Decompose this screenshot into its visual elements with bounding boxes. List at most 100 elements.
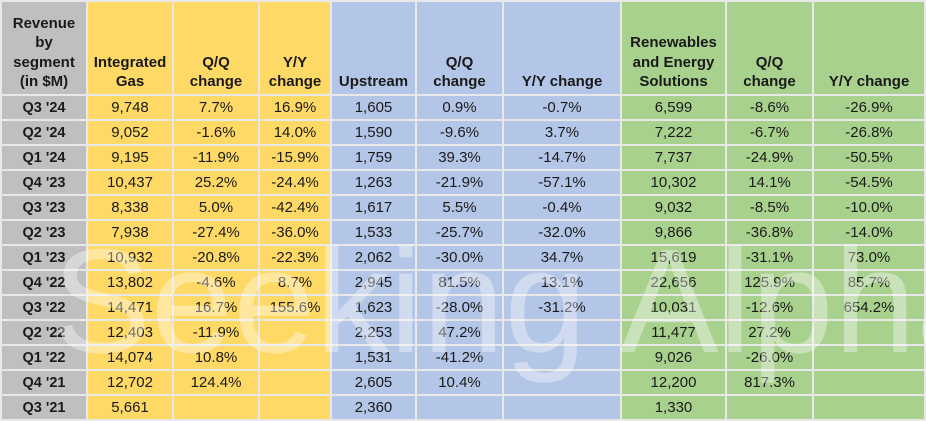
cell-upstream: 47.2% <box>417 321 502 344</box>
cell-upstream: -25.7% <box>417 221 502 244</box>
row-label: Q2 '23 <box>2 221 86 244</box>
cell-integrated-gas: 14,074 <box>88 346 172 369</box>
cell-upstream: 1,531 <box>332 346 415 369</box>
table-row: Q3 '23 8,338 5.0% -42.4% 1,617 5.5% -0.4% 9,032… <box>2 196 924 219</box>
cell-upstream: 1,590 <box>332 121 415 144</box>
cell-upstream: -0.4% <box>504 196 620 219</box>
col-header-renewables: Renewables and Energy Solutions <box>622 2 725 94</box>
cell-integrated-gas: 25.2% <box>174 171 258 194</box>
cell-upstream <box>417 396 502 419</box>
cell-renewables: 9,866 <box>622 221 725 244</box>
cell-upstream: 1,263 <box>332 171 415 194</box>
cell-integrated-gas: 14.0% <box>260 121 330 144</box>
cell-upstream: 34.7% <box>504 246 620 269</box>
cell-renewables: -36.8% <box>727 221 812 244</box>
cell-renewables: 27.2% <box>727 321 812 344</box>
table-row: Q2 '24 9,052 -1.6% 14.0% 1,590 -9.6% 3.7% 7,222… <box>2 121 924 144</box>
cell-integrated-gas: 10.8% <box>174 346 258 369</box>
col-header-up-qq-change: Q/Q change <box>417 2 502 94</box>
table-row: Q4 '21 12,702 124.4% 2,605 10.4% 12,200 817.3% <box>2 371 924 394</box>
table-row: Q1 '23 10,932 -20.8% -22.3% 2,062 -30.0% 34.7%… <box>2 246 924 269</box>
cell-integrated-gas: 13,802 <box>88 271 172 294</box>
cell-upstream: 2,605 <box>332 371 415 394</box>
cell-renewables: 15,619 <box>622 246 725 269</box>
cell-upstream <box>504 396 620 419</box>
cell-integrated-gas: -11.9% <box>174 321 258 344</box>
cell-upstream <box>504 321 620 344</box>
cell-renewables: -26.8% <box>814 121 924 144</box>
cell-integrated-gas: 7.7% <box>174 96 258 119</box>
cell-renewables: 85.7% <box>814 271 924 294</box>
cell-upstream: -14.7% <box>504 146 620 169</box>
table-row: Q3 '21 5,661 2,360 1,330 <box>2 396 924 419</box>
table-row: Q4 '22 13,802 -4.6% 8.7% 2,945 81.5% 13.1% 22,6… <box>2 271 924 294</box>
cell-upstream: 2,062 <box>332 246 415 269</box>
cell-integrated-gas: 12,403 <box>88 321 172 344</box>
cell-renewables <box>814 346 924 369</box>
cell-renewables: -12.6% <box>727 296 812 319</box>
cell-integrated-gas: -24.4% <box>260 171 330 194</box>
row-label: Q3 '21 <box>2 396 86 419</box>
table-row: Q2 '23 7,938 -27.4% -36.0% 1,533 -25.7% -32.0%… <box>2 221 924 244</box>
cell-renewables: -24.9% <box>727 146 812 169</box>
cell-integrated-gas <box>260 346 330 369</box>
cell-renewables: -6.7% <box>727 121 812 144</box>
cell-renewables: 1,330 <box>622 396 725 419</box>
row-label: Q1 '23 <box>2 246 86 269</box>
cell-upstream: -28.0% <box>417 296 502 319</box>
cell-renewables: 9,032 <box>622 196 725 219</box>
cell-upstream: -41.2% <box>417 346 502 369</box>
cell-integrated-gas: 7,938 <box>88 221 172 244</box>
table-row: Q3 '24 9,748 7.7% 16.9% 1,605 0.9% -0.7% 6,599-… <box>2 96 924 119</box>
cell-integrated-gas: 9,195 <box>88 146 172 169</box>
cell-upstream: 13.1% <box>504 271 620 294</box>
col-header-up-yy-change: Y/Y change <box>504 2 620 94</box>
cell-renewables: -8.6% <box>727 96 812 119</box>
cell-integrated-gas: 8.7% <box>260 271 330 294</box>
cell-renewables: 10,031 <box>622 296 725 319</box>
cell-renewables: -8.5% <box>727 196 812 219</box>
cell-upstream <box>504 371 620 394</box>
cell-integrated-gas: 16.9% <box>260 96 330 119</box>
row-label: Q4 '22 <box>2 271 86 294</box>
cell-upstream: -32.0% <box>504 221 620 244</box>
cell-integrated-gas: -42.4% <box>260 196 330 219</box>
row-label: Q1 '24 <box>2 146 86 169</box>
cell-integrated-gas: 9,748 <box>88 96 172 119</box>
cell-renewables: -50.5% <box>814 146 924 169</box>
cell-integrated-gas: -27.4% <box>174 221 258 244</box>
header-row: Revenue by segment (in $M) Integrated Ga… <box>2 2 924 94</box>
table-row: Q4 '23 10,437 25.2% -24.4% 1,263 -21.9% -57.1%… <box>2 171 924 194</box>
cell-upstream: 5.5% <box>417 196 502 219</box>
row-label: Q1 '22 <box>2 346 86 369</box>
cell-upstream: 1,605 <box>332 96 415 119</box>
cell-integrated-gas <box>260 371 330 394</box>
cell-renewables <box>814 396 924 419</box>
cell-upstream: 0.9% <box>417 96 502 119</box>
cell-upstream: 1,617 <box>332 196 415 219</box>
cell-upstream: -31.2% <box>504 296 620 319</box>
cell-renewables: 7,737 <box>622 146 725 169</box>
cell-renewables: 73.0% <box>814 246 924 269</box>
cell-integrated-gas: -1.6% <box>174 121 258 144</box>
cell-upstream: 2,945 <box>332 271 415 294</box>
cell-upstream: 2,253 <box>332 321 415 344</box>
cell-renewables: 654.2% <box>814 296 924 319</box>
cell-integrated-gas: -22.3% <box>260 246 330 269</box>
cell-renewables <box>727 396 812 419</box>
col-header-ren-yy-change: Y/Y change <box>814 2 924 94</box>
cell-renewables: -54.5% <box>814 171 924 194</box>
cell-upstream: 1,533 <box>332 221 415 244</box>
cell-upstream: 2,360 <box>332 396 415 419</box>
corner-header: Revenue by segment (in $M) <box>2 2 86 94</box>
cell-renewables: 12,200 <box>622 371 725 394</box>
cell-upstream: -30.0% <box>417 246 502 269</box>
cell-renewables: 22,656 <box>622 271 725 294</box>
cell-upstream: -0.7% <box>504 96 620 119</box>
cell-upstream: -57.1% <box>504 171 620 194</box>
row-label: Q2 '22 <box>2 321 86 344</box>
row-label: Q3 '24 <box>2 96 86 119</box>
cell-renewables: 7,222 <box>622 121 725 144</box>
row-label: Q4 '21 <box>2 371 86 394</box>
col-header-ig-qq-change: Q/Q change <box>174 2 258 94</box>
